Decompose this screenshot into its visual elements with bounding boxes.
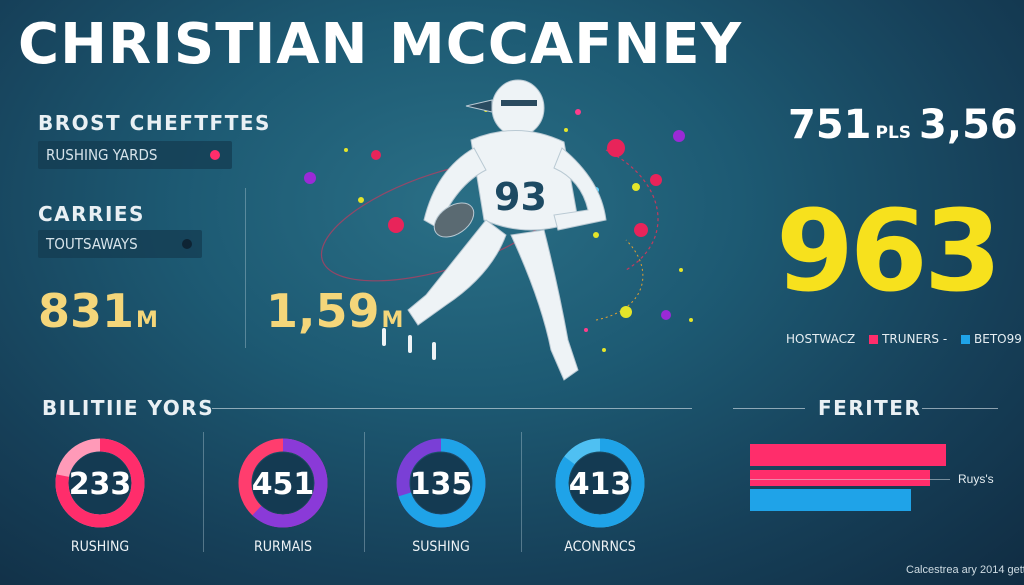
legend-swatch-pink bbox=[869, 335, 879, 344]
ring-chart: 233 bbox=[55, 438, 145, 528]
ring-fill bbox=[55, 438, 145, 528]
ring-fill bbox=[238, 438, 328, 528]
ring-label: RURMAIS bbox=[254, 539, 312, 555]
confetti-dots bbox=[304, 108, 693, 352]
feature-bar bbox=[750, 444, 946, 466]
ring-label: SUSHING bbox=[412, 539, 470, 555]
top-right-stat: 751 PLS 3,56 bbox=[788, 102, 1018, 148]
ring-center bbox=[569, 452, 631, 514]
tag-label: RUSHING YARDS bbox=[46, 146, 158, 164]
stat-value: 3,56 bbox=[919, 102, 1018, 148]
jersey-number: 93 bbox=[494, 175, 547, 219]
ring-value: 413 bbox=[569, 467, 632, 502]
ring-chart: 135 bbox=[396, 438, 486, 528]
feature-annotation: Ruys's bbox=[958, 472, 994, 486]
legend: HOSTWACZ TRUNERS - BETO99 bbox=[786, 332, 1022, 346]
player-illustration: 93 bbox=[304, 79, 693, 381]
big-yellow-stat: 963 bbox=[776, 187, 1002, 317]
stat-value: 831 bbox=[38, 284, 135, 338]
divider bbox=[364, 432, 365, 552]
section-rule bbox=[922, 408, 998, 409]
section-rule bbox=[212, 408, 692, 409]
legend-label: HOSTWACZ bbox=[786, 332, 856, 346]
annotation-line bbox=[750, 479, 950, 480]
divider bbox=[203, 432, 204, 552]
ring-fill bbox=[555, 438, 645, 528]
orbit-arc bbox=[605, 149, 659, 271]
credit-text: Calcestrea ary 2014 getts bbox=[906, 564, 1024, 576]
ring-label: RUSHING bbox=[70, 539, 130, 555]
ring-label: ACONRNCS bbox=[564, 539, 636, 555]
stat-831: 831M bbox=[38, 284, 158, 338]
ring-center bbox=[252, 452, 314, 514]
rushing-yards-tag: RUSHING YARDS bbox=[38, 141, 232, 169]
feature-bar bbox=[750, 489, 911, 511]
pink-dot-icon bbox=[210, 150, 220, 160]
bottom-section-title: BILITIIE YORS bbox=[42, 396, 215, 420]
feature-bar bbox=[750, 470, 930, 486]
section-rule bbox=[733, 408, 805, 409]
legend-swatch-blue bbox=[961, 335, 970, 344]
stat-unit: M bbox=[136, 308, 158, 333]
stat-unit: PLS bbox=[875, 123, 912, 143]
legend-label: BETO99 bbox=[974, 332, 1022, 346]
motion-lines bbox=[382, 328, 436, 360]
feature-title: FERITER bbox=[818, 396, 922, 420]
ring-value: 233 bbox=[69, 467, 132, 502]
section-heading-carries: CARRIES bbox=[38, 202, 145, 226]
ring-value: 451 bbox=[252, 467, 315, 502]
ring-value: 135 bbox=[410, 467, 473, 502]
page-title: CHRISTIAN MCCAFNEY bbox=[18, 12, 743, 77]
ring-fill bbox=[396, 438, 486, 528]
stat-value: 1,59 bbox=[266, 284, 380, 338]
ring-center bbox=[69, 452, 131, 514]
ring-charts: 233 451 135 413 bbox=[55, 438, 645, 528]
divider bbox=[245, 188, 246, 348]
touchaways-tag: TOUTSAWAYS bbox=[38, 230, 202, 258]
ring-chart: 451 bbox=[238, 438, 328, 528]
tag-label: TOUTSAWAYS bbox=[46, 235, 138, 253]
section-heading-brost: BROST CHEFTFTES bbox=[38, 111, 271, 135]
divider bbox=[521, 432, 522, 552]
stat-value: 751 bbox=[788, 102, 872, 148]
ring-center bbox=[410, 452, 472, 514]
stat-unit: M bbox=[381, 308, 404, 333]
football-player: 93 bbox=[407, 79, 607, 381]
stat-159: 1,59M bbox=[266, 284, 403, 338]
ring-chart: 413 bbox=[555, 438, 645, 528]
dark-dot-icon bbox=[182, 239, 192, 249]
orbit-arc bbox=[595, 239, 644, 321]
legend-label: TRUNERS - bbox=[882, 332, 948, 346]
